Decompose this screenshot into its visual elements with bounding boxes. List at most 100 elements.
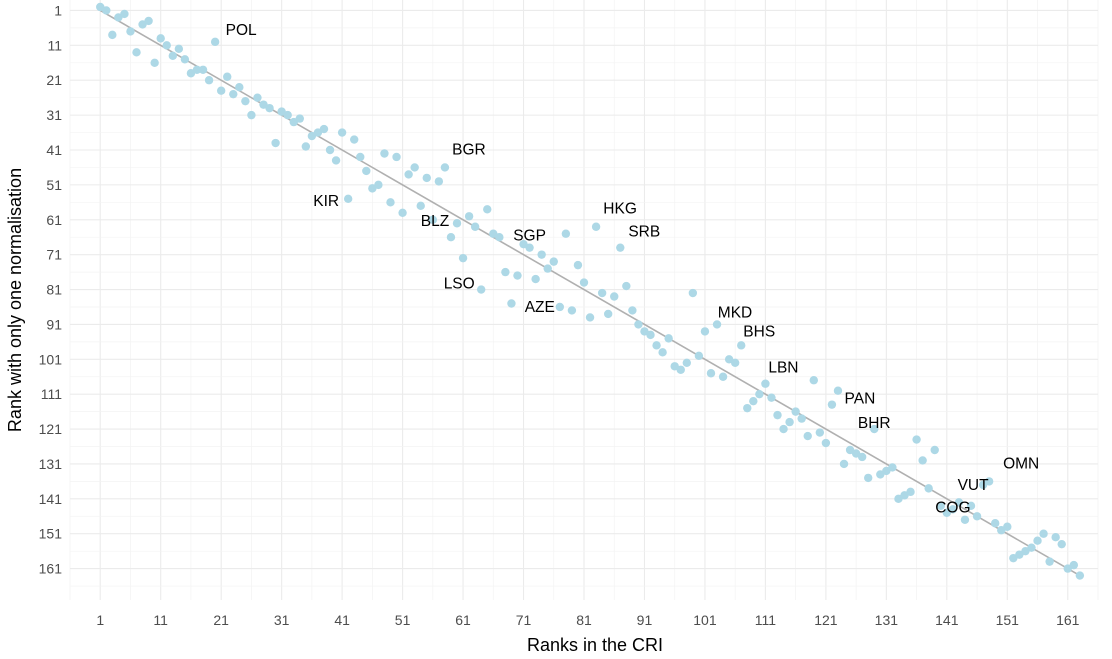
data-point xyxy=(864,473,873,483)
y-tick-label: 141 xyxy=(39,491,63,507)
point-label-mkd: MKD xyxy=(718,304,752,321)
data-point xyxy=(1075,571,1085,580)
x-tick-label: 21 xyxy=(213,612,229,628)
data-point xyxy=(531,274,540,284)
data-point xyxy=(610,292,619,301)
x-tick-label: 31 xyxy=(274,612,290,628)
data-point xyxy=(730,358,740,367)
y-tick-label: 21 xyxy=(46,72,62,88)
data-point xyxy=(628,306,637,315)
data-point xyxy=(380,149,389,158)
data-point xyxy=(174,44,184,54)
data-point xyxy=(102,6,111,15)
data-point xyxy=(150,58,159,67)
data-point xyxy=(452,219,462,228)
data-point xyxy=(797,414,806,423)
data-point xyxy=(1045,557,1054,566)
data-point xyxy=(229,89,238,99)
data-point xyxy=(337,128,347,137)
point-labels: POL BGR KIR HKG BLZ SGP SRB LSO AZE MKD BHS LBN PAN B… xyxy=(226,22,1040,516)
x-tick-label: 121 xyxy=(814,612,838,628)
data-point xyxy=(924,484,933,493)
data-point xyxy=(1027,543,1036,552)
data-point xyxy=(198,65,208,74)
data-point xyxy=(682,358,691,367)
y-tick-label: 151 xyxy=(39,526,63,542)
data-point xyxy=(325,145,335,155)
data-point xyxy=(513,271,522,280)
data-point xyxy=(271,138,280,148)
data-point xyxy=(761,379,770,388)
data-point xyxy=(132,48,141,57)
data-point xyxy=(737,341,746,350)
data-point xyxy=(126,27,135,36)
data-point xyxy=(356,152,365,162)
y-tick-label: 131 xyxy=(39,456,63,472)
data-point xyxy=(446,233,456,242)
point-label-bhr: BHR xyxy=(858,415,891,432)
data-point xyxy=(688,288,698,298)
data-point xyxy=(755,389,764,399)
y-tick-label: 31 xyxy=(46,107,62,123)
data-point xyxy=(712,320,722,329)
x-tick-label: 51 xyxy=(395,612,411,628)
data-point xyxy=(501,267,510,277)
data-point xyxy=(495,233,504,242)
data-point xyxy=(362,166,371,176)
data-point xyxy=(144,16,153,26)
data-point xyxy=(870,424,879,434)
data-point xyxy=(767,393,776,402)
x-tick-label: 131 xyxy=(875,612,899,628)
y-tick-label: 41 xyxy=(46,142,62,158)
data-point xyxy=(694,351,704,361)
data-point xyxy=(991,519,1000,528)
data-point xyxy=(652,341,661,350)
data-point xyxy=(1057,539,1066,549)
data-point xyxy=(918,456,927,465)
x-tick-label: 141 xyxy=(935,612,959,628)
y-tick-label: 51 xyxy=(46,177,62,193)
data-point xyxy=(343,194,353,204)
data-point xyxy=(803,431,812,441)
data-point xyxy=(458,253,468,263)
data-point xyxy=(434,177,444,186)
data-point xyxy=(954,498,964,507)
y-tick-label: 71 xyxy=(46,247,62,263)
data-point xyxy=(241,96,250,106)
y-tick-label: 11 xyxy=(47,37,62,53)
x-tick-label: 101 xyxy=(693,612,717,628)
x-tick-label: 81 xyxy=(576,612,592,628)
data-point xyxy=(749,396,758,406)
point-label-kir: KIR xyxy=(313,193,339,210)
data-point xyxy=(192,65,202,74)
data-point xyxy=(331,156,341,165)
data-point xyxy=(700,327,710,336)
data-point xyxy=(785,417,794,427)
data-point xyxy=(428,215,438,224)
x-tick-label: 61 xyxy=(455,612,471,628)
data-point xyxy=(283,110,292,120)
data-point xyxy=(573,260,583,270)
data-point xyxy=(827,400,837,409)
data-point xyxy=(156,34,165,43)
data-point xyxy=(912,435,921,444)
data-point xyxy=(477,285,486,294)
data-point xyxy=(295,114,304,123)
point-label-aze: AZE xyxy=(525,299,555,316)
data-point xyxy=(549,257,558,266)
data-point xyxy=(162,41,171,50)
data-point xyxy=(972,512,982,521)
data-point xyxy=(809,376,818,385)
data-point xyxy=(833,386,843,395)
point-label-bgr: BGR xyxy=(452,141,486,158)
data-point xyxy=(410,163,419,172)
point-label-pan: PAN xyxy=(845,391,876,408)
data-point xyxy=(253,93,262,102)
data-point xyxy=(888,463,897,472)
data-point xyxy=(350,135,359,144)
data-point xyxy=(537,250,546,259)
y-tick-label: 81 xyxy=(46,282,62,298)
data-point xyxy=(1003,522,1012,531)
